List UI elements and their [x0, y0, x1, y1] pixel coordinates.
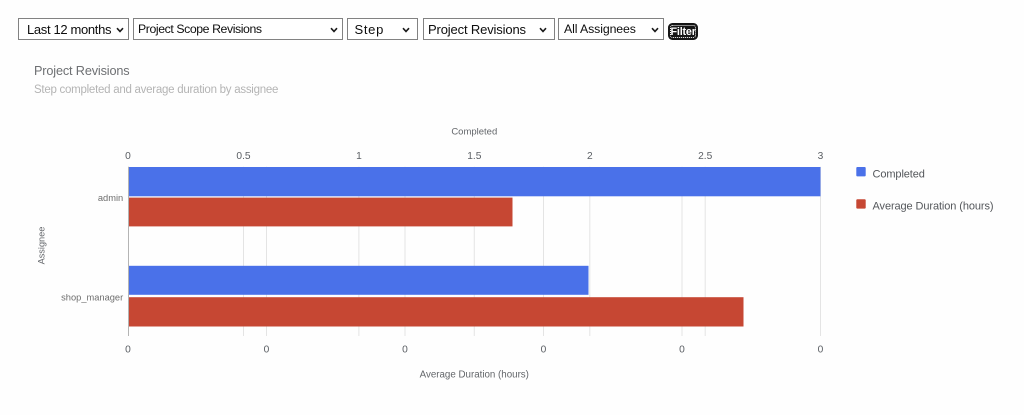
- svg-text:0: 0: [818, 345, 824, 356]
- svg-text:Average Duration (hours): Average Duration (hours): [420, 370, 529, 381]
- svg-text:1: 1: [356, 151, 362, 162]
- svg-text:1.5: 1.5: [467, 151, 481, 162]
- svg-text:0: 0: [264, 345, 270, 356]
- svg-text:Assignee: Assignee: [37, 227, 47, 265]
- svg-text:0.5: 0.5: [236, 151, 250, 162]
- svg-text:0: 0: [679, 345, 685, 356]
- svg-text:shop_manager: shop_manager: [61, 292, 123, 302]
- svg-text:3: 3: [818, 151, 824, 162]
- svg-text:Average Duration (hours): Average Duration (hours): [873, 200, 994, 212]
- svg-text:0: 0: [125, 345, 131, 356]
- svg-text:Completed: Completed: [451, 127, 497, 138]
- svg-text:0: 0: [541, 345, 547, 356]
- svg-text:0: 0: [125, 151, 131, 162]
- svg-text:Completed: Completed: [873, 168, 925, 180]
- svg-text:2.5: 2.5: [698, 151, 712, 162]
- svg-text:2: 2: [587, 151, 593, 162]
- svg-text:0: 0: [402, 345, 408, 356]
- svg-text:admin: admin: [98, 193, 123, 203]
